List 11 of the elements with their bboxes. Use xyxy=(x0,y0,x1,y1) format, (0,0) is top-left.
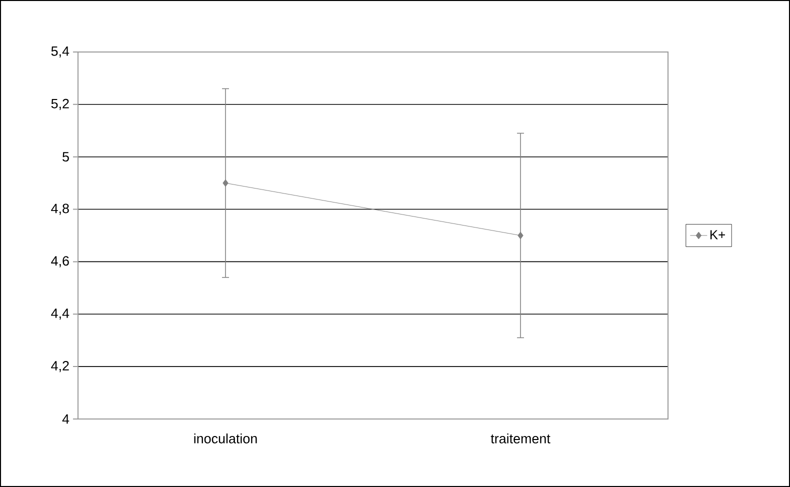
y-tick-label: 4,6 xyxy=(51,256,69,268)
y-tick-label: 4,8 xyxy=(51,204,69,215)
y-tick-label: 5 xyxy=(62,152,69,162)
x-tick-label: traitement xyxy=(490,434,550,444)
y-tick-label: 5,2 xyxy=(51,98,69,110)
y-tick-label: 5,4 xyxy=(51,46,70,58)
y-tick-label: 4,4 xyxy=(51,308,70,320)
y-tick-label: 4,2 xyxy=(51,361,69,372)
x-tick-label: inoculation xyxy=(194,434,257,444)
legend-label: K+ xyxy=(710,230,725,240)
y-tick-label: 4 xyxy=(62,414,70,424)
